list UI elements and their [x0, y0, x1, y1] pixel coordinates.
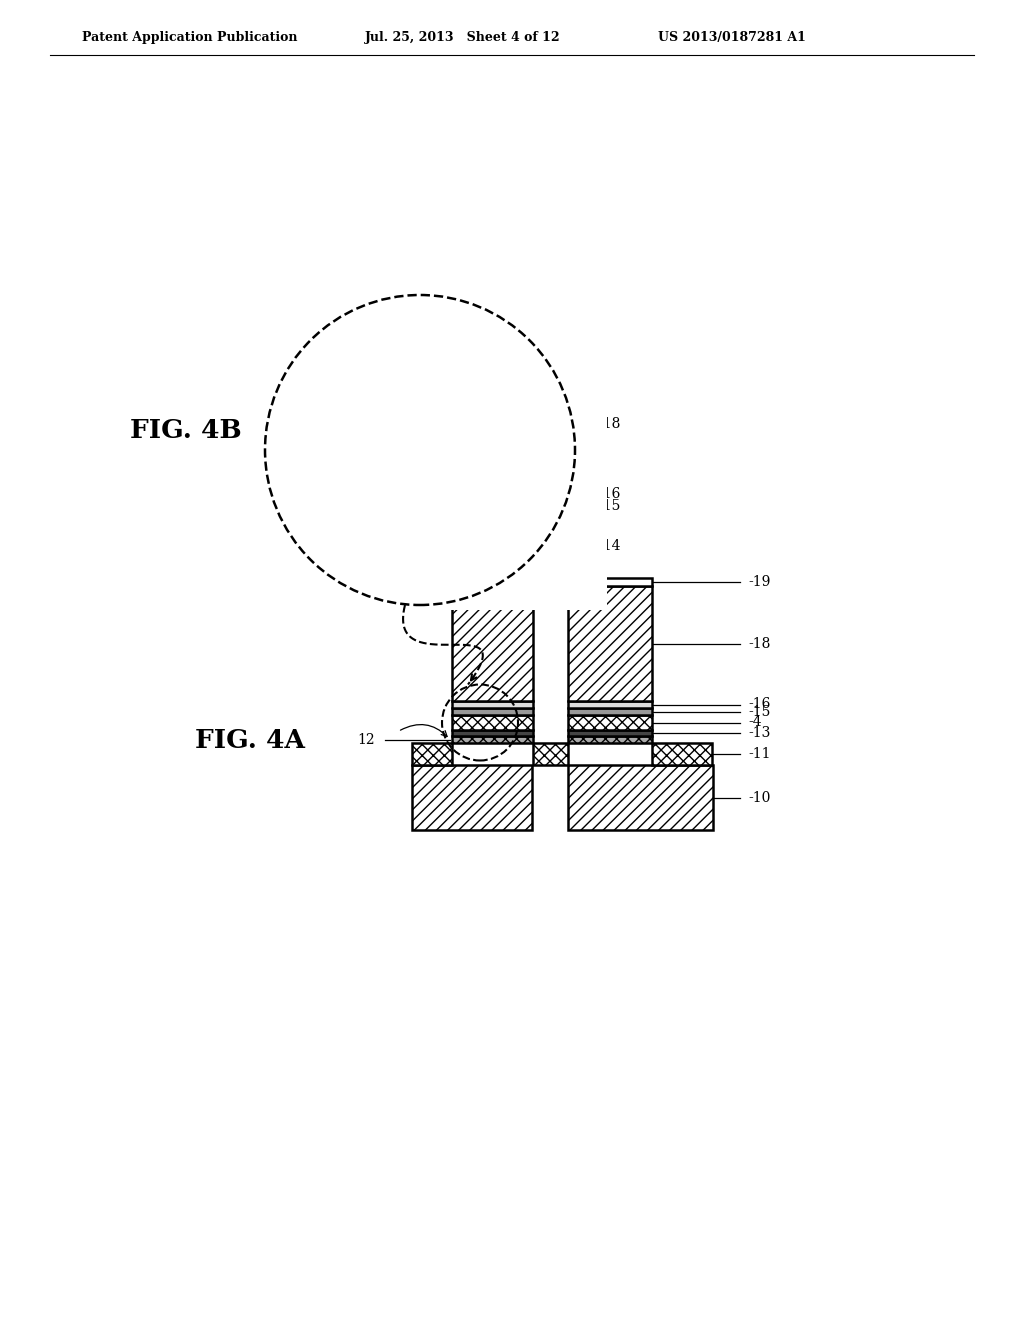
Bar — [568, 708, 652, 715]
Bar — [534, 743, 568, 766]
Text: -13: -13 — [748, 726, 770, 741]
Bar — [568, 578, 652, 586]
Text: -10: -10 — [748, 791, 770, 804]
Text: -18: -18 — [748, 636, 770, 651]
Bar — [412, 766, 532, 830]
Bar — [452, 737, 534, 743]
Bar — [568, 586, 652, 701]
Text: -4: -4 — [748, 715, 762, 730]
Text: -15: -15 — [598, 499, 621, 513]
Bar — [452, 708, 534, 715]
Text: Patent Application Publication: Patent Application Publication — [82, 30, 298, 44]
Text: -16: -16 — [598, 487, 621, 502]
Bar — [652, 743, 712, 766]
Bar — [342, 348, 360, 488]
Bar — [568, 715, 652, 730]
Bar — [452, 730, 534, 737]
Bar — [360, 360, 572, 488]
Text: -15: -15 — [748, 705, 770, 718]
Text: -16: -16 — [748, 697, 770, 711]
Bar — [452, 578, 534, 586]
Text: FIG. 4A: FIG. 4A — [195, 727, 305, 752]
Text: 19: 19 — [297, 318, 315, 333]
Text: US 2013/0187281 A1: US 2013/0187281 A1 — [658, 30, 806, 44]
Text: FIG. 4B: FIG. 4B — [130, 417, 242, 442]
Text: -11: -11 — [748, 747, 770, 762]
Bar — [342, 500, 572, 512]
Text: -19: -19 — [748, 576, 770, 589]
Bar — [260, 290, 607, 610]
Text: Jul. 25, 2013   Sheet 4 of 12: Jul. 25, 2013 Sheet 4 of 12 — [365, 30, 560, 44]
Bar — [568, 730, 652, 737]
Bar — [452, 701, 534, 708]
Text: -14: -14 — [598, 539, 621, 553]
Bar — [412, 743, 452, 766]
Bar — [342, 488, 572, 500]
Bar — [568, 701, 652, 708]
Bar — [568, 766, 713, 830]
Text: -18: -18 — [598, 417, 621, 432]
Text: 12: 12 — [357, 733, 375, 747]
Bar — [452, 715, 534, 730]
Bar — [452, 586, 534, 701]
Bar — [568, 737, 652, 743]
Bar — [342, 512, 572, 579]
